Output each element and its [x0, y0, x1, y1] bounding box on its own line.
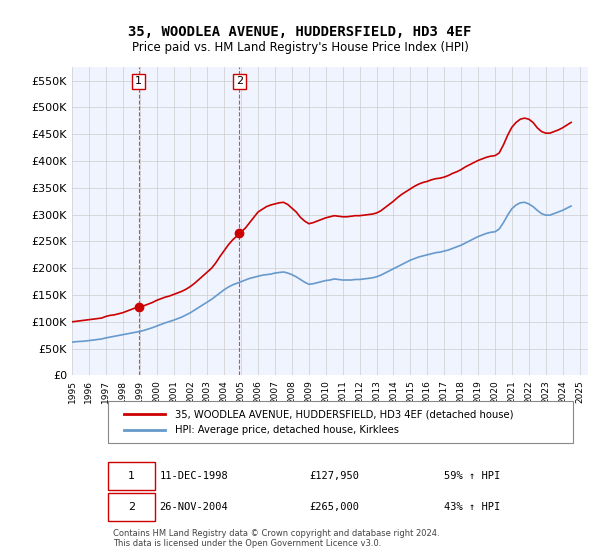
Text: 26-NOV-2004: 26-NOV-2004	[160, 502, 229, 512]
Text: 1: 1	[135, 77, 142, 86]
Text: Contains HM Land Registry data © Crown copyright and database right 2024.
This d: Contains HM Land Registry data © Crown c…	[113, 529, 440, 548]
Text: 43% ↑ HPI: 43% ↑ HPI	[443, 502, 500, 512]
Text: 1: 1	[128, 471, 135, 481]
FancyBboxPatch shape	[108, 402, 572, 443]
Text: £127,950: £127,950	[310, 471, 359, 481]
Text: HPI: Average price, detached house, Kirklees: HPI: Average price, detached house, Kirk…	[175, 425, 399, 435]
Text: £265,000: £265,000	[310, 502, 359, 512]
Text: 2: 2	[128, 502, 135, 512]
Text: 11-DEC-1998: 11-DEC-1998	[160, 471, 229, 481]
Text: Price paid vs. HM Land Registry's House Price Index (HPI): Price paid vs. HM Land Registry's House …	[131, 41, 469, 54]
Text: 35, WOODLEA AVENUE, HUDDERSFIELD, HD3 4EF: 35, WOODLEA AVENUE, HUDDERSFIELD, HD3 4E…	[128, 25, 472, 39]
Text: 35, WOODLEA AVENUE, HUDDERSFIELD, HD3 4EF (detached house): 35, WOODLEA AVENUE, HUDDERSFIELD, HD3 4E…	[175, 409, 514, 419]
Text: 2: 2	[236, 77, 243, 86]
FancyBboxPatch shape	[108, 462, 155, 490]
FancyBboxPatch shape	[108, 493, 155, 521]
Text: 59% ↑ HPI: 59% ↑ HPI	[443, 471, 500, 481]
